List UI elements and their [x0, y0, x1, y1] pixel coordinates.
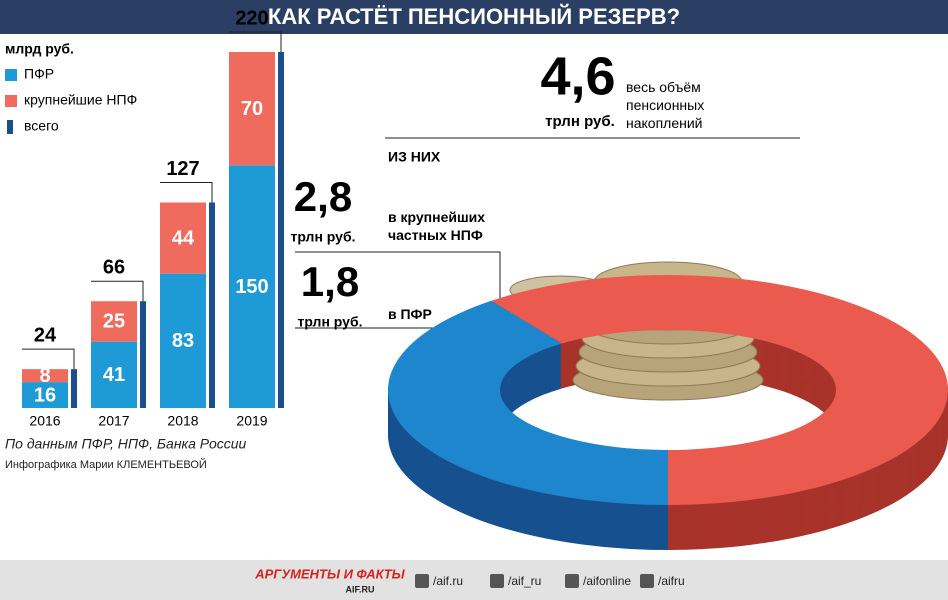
total-caption: весь объём пенсионных накоплений граждан — [626, 79, 705, 138]
bar-segment — [229, 52, 275, 166]
social-link: /aifru — [658, 574, 685, 588]
leader — [295, 251, 501, 302]
total-caption-box: весь объём пенсионных накоплений граждан — [626, 79, 705, 138]
value-label: 16 — [34, 384, 56, 406]
total-leader — [91, 280, 144, 302]
legend-label: ПФР — [24, 66, 54, 82]
logo: АРГУМЕНТЫ И ФАКТЫ — [254, 566, 405, 581]
total-unit: трлн руб. — [545, 113, 615, 130]
title: КАК РАСТЁТ ПЕНСИОННЫЙ РЕЗЕРВ? — [268, 4, 680, 29]
social-link: /aif_ru — [508, 574, 541, 588]
value-label: 41 — [103, 364, 125, 386]
value-label: 8 — [39, 365, 50, 387]
bar-segment — [91, 301, 137, 342]
total-label: 127 — [166, 158, 199, 180]
value-label: 44 — [172, 227, 195, 249]
series-name-box: в ПФР — [388, 306, 432, 322]
series-name: в ПФР — [388, 306, 432, 322]
total-label: 24 — [34, 324, 57, 346]
series-name: в крупнейших частных НПФ — [388, 209, 486, 243]
donut-segment — [388, 300, 668, 505]
social-icon — [640, 574, 654, 588]
bar-segment — [22, 382, 68, 408]
x-tick-label: 2017 — [98, 413, 129, 429]
bar-segment — [91, 341, 137, 408]
subtitle: ИЗ НИХ — [388, 149, 441, 165]
total-label: 66 — [103, 256, 125, 278]
legend-swatch — [7, 120, 13, 134]
source: По данным ПФР, НПФ, Банка России — [5, 436, 247, 452]
value-label: 1,8 — [301, 258, 359, 305]
social-icon — [565, 574, 579, 588]
unit-label: млрд руб. — [5, 41, 74, 57]
credit: Инфографика Марии КЛЕМЕНТЬЕВОЙ — [5, 458, 207, 471]
bar-segment — [160, 273, 206, 408]
title-bar — [0, 0, 948, 34]
social-link: /aif.ru — [433, 574, 463, 588]
legend-swatch — [5, 69, 17, 81]
bar-segment — [160, 202, 206, 274]
total-bar — [71, 369, 77, 408]
x-tick-label: 2018 — [167, 413, 198, 429]
donut-segment — [491, 275, 948, 505]
value-label: 83 — [172, 330, 194, 352]
total-leader — [229, 31, 282, 52]
total-label: 220 — [235, 7, 268, 29]
legend-label: всего — [24, 118, 59, 134]
total-bar — [140, 301, 146, 408]
total-leader — [160, 181, 213, 203]
footer-bar — [0, 560, 948, 600]
logo-site: AIF.RU — [346, 584, 375, 594]
social-link: /aifonline — [583, 574, 631, 588]
total-leader — [22, 348, 75, 370]
unit-label: трлн руб. — [291, 229, 356, 245]
total-bar — [209, 202, 215, 408]
unit-label: трлн руб. — [298, 314, 363, 330]
value-label: 25 — [103, 311, 125, 333]
value-label: 150 — [235, 276, 268, 298]
total-value: 4,6 — [540, 46, 615, 106]
value-label: 2,8 — [294, 173, 352, 220]
x-tick-label: 2019 — [236, 413, 267, 429]
bar-segment — [22, 369, 68, 383]
total-bar — [278, 52, 284, 408]
bar-segment — [229, 165, 275, 408]
legend-swatch — [5, 95, 17, 107]
value-label: 70 — [241, 98, 263, 120]
x-tick-label: 2016 — [29, 413, 60, 429]
social-icon — [415, 574, 429, 588]
legend-label: крупнейшие НПФ — [24, 92, 137, 108]
social-icon — [490, 574, 504, 588]
series-name-box: в крупнейших частных НПФ — [388, 209, 486, 243]
